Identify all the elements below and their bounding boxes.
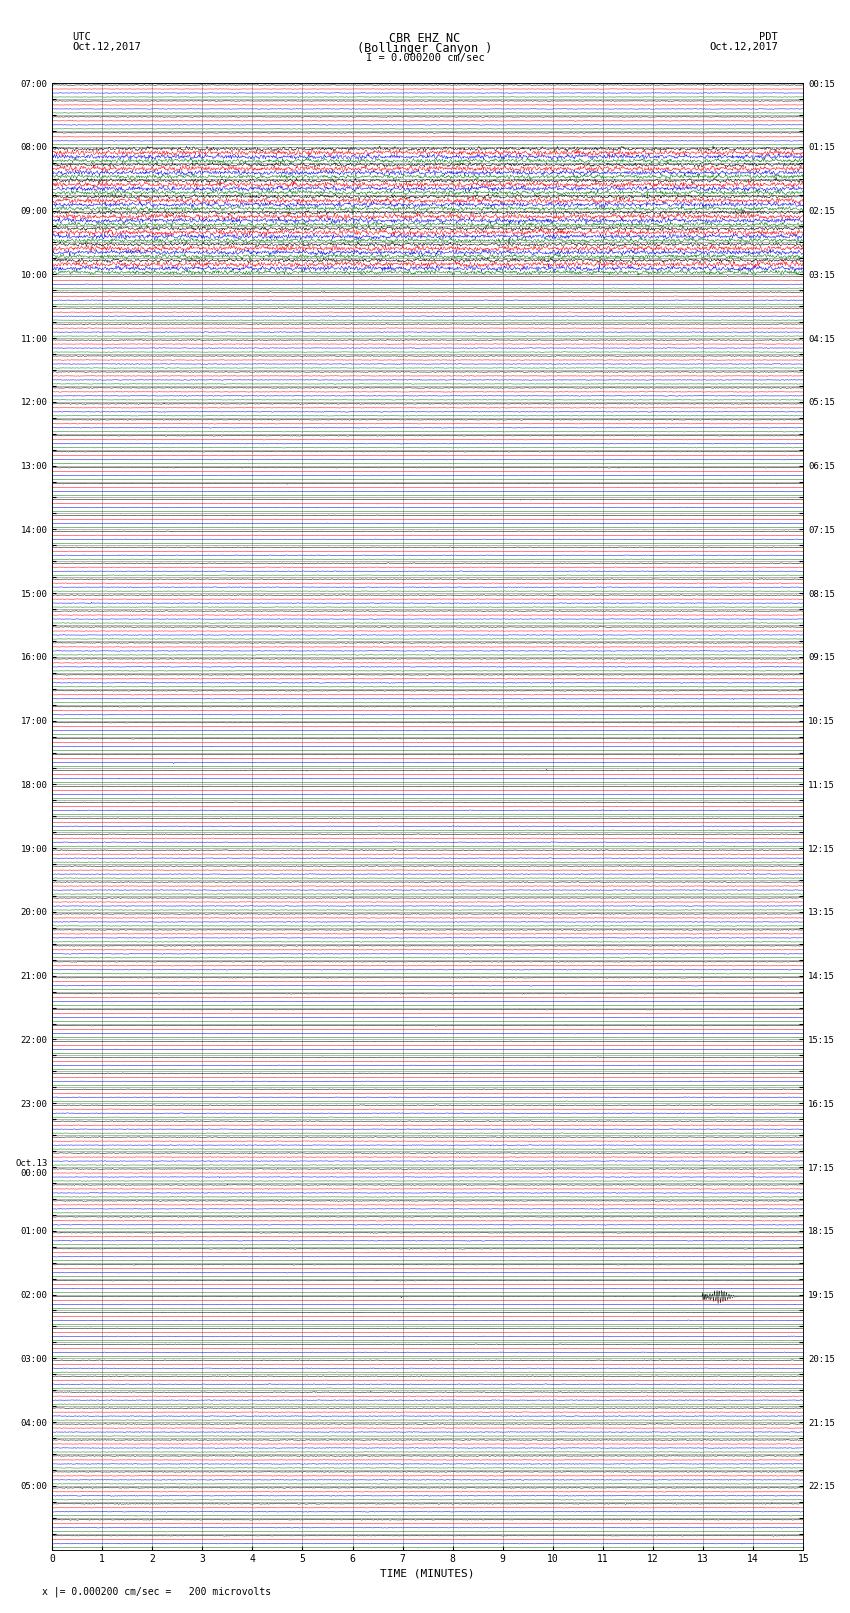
Text: UTC: UTC <box>72 32 91 42</box>
Text: Oct.12,2017: Oct.12,2017 <box>709 42 778 52</box>
Text: CBR EHZ NC: CBR EHZ NC <box>389 32 461 45</box>
X-axis label: TIME (MINUTES): TIME (MINUTES) <box>381 1569 475 1579</box>
Text: I = 0.000200 cm/sec: I = 0.000200 cm/sec <box>366 53 484 63</box>
Text: PDT: PDT <box>759 32 778 42</box>
Text: (Bollinger Canyon ): (Bollinger Canyon ) <box>357 42 493 55</box>
Text: Oct.12,2017: Oct.12,2017 <box>72 42 141 52</box>
Text: x |= 0.000200 cm/sec =   200 microvolts: x |= 0.000200 cm/sec = 200 microvolts <box>42 1586 272 1597</box>
